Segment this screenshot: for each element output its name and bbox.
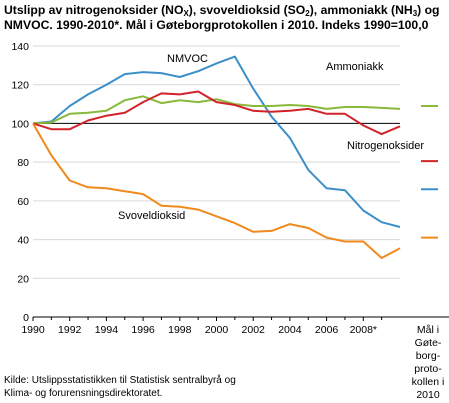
target-column-label-line-6: 2010 bbox=[416, 389, 440, 401]
target-column-label-line-4: proto- bbox=[414, 363, 442, 375]
y-tick-label-0: 0 bbox=[23, 312, 29, 324]
target-column-label-line-5: kollen i bbox=[412, 376, 445, 388]
title-part-2: ), svoveldioksid (SO bbox=[188, 3, 306, 17]
x-tick-label-1990: 1990 bbox=[21, 324, 45, 336]
series-line-ammoniakk bbox=[32, 95, 401, 125]
title-part-1: Utslipp av nitrogenoksider (NO bbox=[4, 3, 184, 17]
series-label-svoveldioksid: Svoveldioksid bbox=[118, 210, 185, 222]
series-lines bbox=[32, 55, 401, 259]
x-tick-label-1994: 1994 bbox=[95, 324, 119, 336]
y-tick-label-140: 140 bbox=[11, 41, 29, 53]
chart-title: Utslipp av nitrogenoksider (NOX), svovel… bbox=[4, 3, 446, 33]
series-line-nmvoc bbox=[32, 55, 401, 228]
source-note: Kilde: Utslippsstatistikken til Statisti… bbox=[4, 374, 236, 400]
y-tick-label-20: 20 bbox=[17, 273, 29, 285]
x-tick-label-1998: 1998 bbox=[168, 324, 192, 336]
target-markers bbox=[421, 105, 438, 239]
x-tick-label-2000: 2000 bbox=[205, 324, 229, 336]
series-label-ammoniakk: Ammoniakk bbox=[326, 61, 384, 73]
y-tick-label-120: 120 bbox=[11, 80, 29, 92]
x-tick-label-2004: 2004 bbox=[278, 324, 302, 336]
series-label-nitrogenoksider: Nitrogenoksider bbox=[347, 140, 424, 152]
title-sub-1: X bbox=[183, 9, 189, 18]
target-column-label-line-1: Mål i bbox=[417, 324, 439, 336]
target-column-label-line-3: borg- bbox=[416, 350, 441, 362]
y-tick-label-60: 60 bbox=[17, 196, 29, 208]
y-tick-label-80: 80 bbox=[17, 157, 29, 169]
title-part-4: ) og NMVOC. 1990-2010*. Mål i Gøteborgpr… bbox=[4, 3, 440, 32]
x-tick-label-2006: 2006 bbox=[315, 324, 339, 336]
source-line-1: Kilde: Utslippsstatistikken til Statisti… bbox=[4, 375, 236, 386]
x-tick-label-1996: 1996 bbox=[131, 324, 155, 336]
axes: 0 20 40 60 80 100 120 140 1990 1992 1994 1996 1998 20… bbox=[11, 41, 449, 401]
target-column-label-line-2: Gøte- bbox=[415, 337, 442, 349]
source-line-2: Klima- og forurensningsdirektoratet. bbox=[4, 388, 163, 399]
title-sub-3: 3 bbox=[412, 9, 418, 18]
y-tick-label-40: 40 bbox=[17, 235, 29, 247]
series-line-svoveldioksid bbox=[32, 122, 401, 259]
title-sub-2: 2 bbox=[305, 9, 310, 18]
gridlines bbox=[33, 45, 400, 279]
series-line-nitrogenoksider bbox=[32, 90, 401, 136]
title-part-3: ), ammoniakk (NH bbox=[309, 3, 413, 17]
series-labels: NMVOC Ammoniakk Nitrogenoksider Svoveldioks… bbox=[118, 53, 424, 222]
x-tick-label-2008: 2008* bbox=[350, 324, 377, 336]
series-label-nmvoc: NMVOC bbox=[167, 53, 208, 65]
x-tick-label-1992: 1992 bbox=[58, 324, 82, 336]
x-tick-label-2002: 2002 bbox=[242, 324, 266, 336]
y-tick-label-100: 100 bbox=[11, 118, 29, 130]
